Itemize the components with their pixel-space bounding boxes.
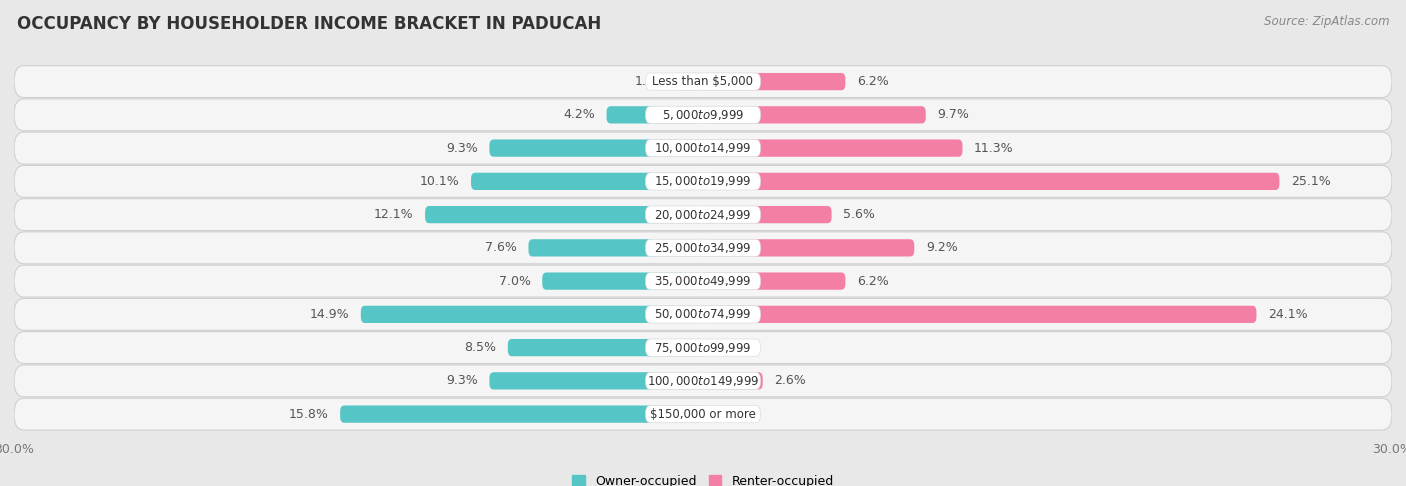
FancyBboxPatch shape (543, 273, 703, 290)
Text: 14.9%: 14.9% (309, 308, 349, 321)
Text: 9.2%: 9.2% (925, 242, 957, 254)
Text: 12.1%: 12.1% (374, 208, 413, 221)
Text: $10,000 to $14,999: $10,000 to $14,999 (654, 141, 752, 155)
FancyBboxPatch shape (14, 165, 1392, 197)
Text: $75,000 to $99,999: $75,000 to $99,999 (654, 341, 752, 355)
Text: 8.5%: 8.5% (464, 341, 496, 354)
FancyBboxPatch shape (489, 372, 703, 389)
FancyBboxPatch shape (678, 73, 703, 90)
Text: 7.0%: 7.0% (499, 275, 531, 288)
FancyBboxPatch shape (703, 273, 845, 290)
FancyBboxPatch shape (703, 173, 1279, 190)
FancyBboxPatch shape (606, 106, 703, 123)
Text: $35,000 to $49,999: $35,000 to $49,999 (654, 274, 752, 288)
FancyBboxPatch shape (645, 306, 761, 323)
Text: 9.3%: 9.3% (446, 374, 478, 387)
FancyBboxPatch shape (703, 306, 1257, 323)
Text: 4.2%: 4.2% (564, 108, 595, 122)
FancyBboxPatch shape (14, 265, 1392, 297)
FancyBboxPatch shape (14, 132, 1392, 164)
Text: $5,000 to $9,999: $5,000 to $9,999 (662, 108, 744, 122)
FancyBboxPatch shape (425, 206, 703, 223)
Text: 10.1%: 10.1% (420, 175, 460, 188)
Text: 24.1%: 24.1% (1268, 308, 1308, 321)
FancyBboxPatch shape (471, 173, 703, 190)
FancyBboxPatch shape (645, 405, 761, 423)
FancyBboxPatch shape (645, 339, 761, 356)
Text: 2.6%: 2.6% (775, 374, 806, 387)
FancyBboxPatch shape (645, 273, 761, 290)
Text: Source: ZipAtlas.com: Source: ZipAtlas.com (1264, 15, 1389, 28)
Text: 9.3%: 9.3% (446, 141, 478, 155)
FancyBboxPatch shape (703, 73, 845, 90)
Text: 25.1%: 25.1% (1291, 175, 1330, 188)
Text: Less than $5,000: Less than $5,000 (652, 75, 754, 88)
FancyBboxPatch shape (14, 99, 1392, 131)
FancyBboxPatch shape (645, 206, 761, 223)
Text: 5.6%: 5.6% (844, 208, 875, 221)
Text: $150,000 or more: $150,000 or more (650, 408, 756, 420)
Text: $20,000 to $24,999: $20,000 to $24,999 (654, 208, 752, 222)
FancyBboxPatch shape (703, 239, 914, 257)
FancyBboxPatch shape (645, 372, 761, 389)
FancyBboxPatch shape (14, 365, 1392, 397)
FancyBboxPatch shape (14, 232, 1392, 264)
Text: $50,000 to $74,999: $50,000 to $74,999 (654, 307, 752, 321)
FancyBboxPatch shape (14, 331, 1392, 364)
Text: $15,000 to $19,999: $15,000 to $19,999 (654, 174, 752, 189)
FancyBboxPatch shape (14, 398, 1392, 430)
FancyBboxPatch shape (703, 372, 762, 389)
FancyBboxPatch shape (14, 298, 1392, 330)
FancyBboxPatch shape (508, 339, 703, 356)
FancyBboxPatch shape (703, 139, 963, 157)
Text: 0.0%: 0.0% (714, 408, 747, 420)
FancyBboxPatch shape (489, 139, 703, 157)
FancyBboxPatch shape (645, 173, 761, 190)
FancyBboxPatch shape (14, 199, 1392, 230)
FancyBboxPatch shape (340, 405, 703, 423)
FancyBboxPatch shape (703, 206, 831, 223)
Text: 15.8%: 15.8% (288, 408, 329, 420)
Text: 0.0%: 0.0% (714, 341, 747, 354)
Text: $25,000 to $34,999: $25,000 to $34,999 (654, 241, 752, 255)
Text: 6.2%: 6.2% (856, 75, 889, 88)
FancyBboxPatch shape (14, 66, 1392, 98)
Text: 6.2%: 6.2% (856, 275, 889, 288)
Text: $100,000 to $149,999: $100,000 to $149,999 (647, 374, 759, 388)
Text: 11.3%: 11.3% (974, 141, 1014, 155)
FancyBboxPatch shape (645, 239, 761, 257)
Text: 9.7%: 9.7% (938, 108, 969, 122)
FancyBboxPatch shape (645, 73, 761, 90)
FancyBboxPatch shape (361, 306, 703, 323)
Text: 7.6%: 7.6% (485, 242, 517, 254)
Text: OCCUPANCY BY HOUSEHOLDER INCOME BRACKET IN PADUCAH: OCCUPANCY BY HOUSEHOLDER INCOME BRACKET … (17, 15, 602, 33)
FancyBboxPatch shape (703, 106, 925, 123)
FancyBboxPatch shape (645, 106, 761, 123)
FancyBboxPatch shape (529, 239, 703, 257)
Text: 1.1%: 1.1% (634, 75, 666, 88)
FancyBboxPatch shape (645, 139, 761, 157)
Legend: Owner-occupied, Renter-occupied: Owner-occupied, Renter-occupied (572, 475, 834, 486)
